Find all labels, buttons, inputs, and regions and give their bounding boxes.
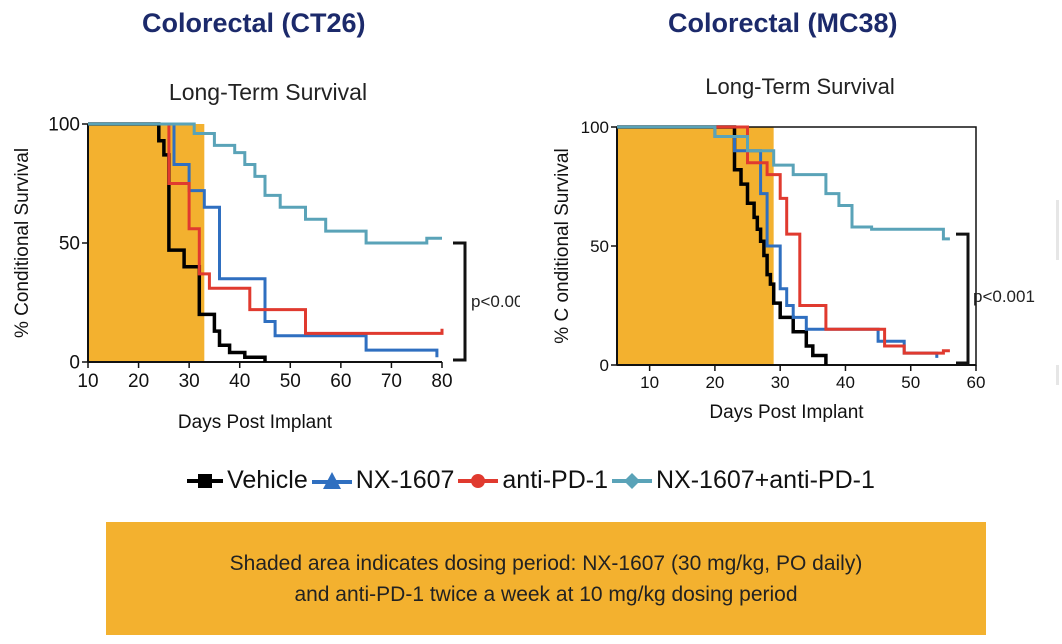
panel-title-mc38: Colorectal (MC38) <box>668 8 898 38</box>
y-tick-label: 0 <box>600 356 609 375</box>
legend-item-nx1607: NX-1607 <box>311 466 455 495</box>
y-tick-label: 0 <box>69 353 80 374</box>
x-tick-label: 60 <box>330 371 351 392</box>
x-tick-label: 50 <box>901 373 920 392</box>
x-tick-label: 40 <box>836 373 855 392</box>
nx1607-triangle-marker-icon <box>311 471 352 489</box>
p-value-label: p<0.0001 <box>471 292 520 311</box>
right-edge-divider-lower <box>1056 365 1059 385</box>
y-tick-label: 50 <box>590 237 609 256</box>
x-tick-label: 80 <box>431 371 452 392</box>
chart-mc38: Long-Term Survival 10 20 30 40 50 60 0 50 100 Days… <box>552 74 1035 423</box>
series-line-nx-1607 <box>617 125 939 358</box>
right-edge-divider <box>1056 200 1059 260</box>
dosing-period-shade <box>617 127 774 365</box>
series-line-anti-pd-1 <box>88 122 444 335</box>
significance-bracket <box>453 241 467 362</box>
significance-bracket <box>956 232 970 365</box>
x-tick-label: 30 <box>771 373 790 392</box>
legend-label-nx1607: NX-1607 <box>355 466 455 494</box>
x-tick-label: 10 <box>640 373 659 392</box>
x-axis-label: Days Post Implant <box>709 402 864 423</box>
dosing-note-box: Shaded area indicates dosing period: NX-… <box>106 522 986 635</box>
p-value-label: p<0.001 <box>973 287 1035 306</box>
legend-label-combo: NX-1607+anti-PD-1 <box>656 466 875 494</box>
x-tick-label: 20 <box>128 371 149 392</box>
y-tick-label: 100 <box>581 118 609 137</box>
x-tick-label: 10 <box>77 371 98 392</box>
antipd1-circle-marker-icon <box>458 473 499 488</box>
x-tick-label: 70 <box>381 371 402 392</box>
legend-item-antipd1: anti-PD-1 <box>458 466 608 495</box>
legend-label-vehicle: Vehicle <box>227 466 308 494</box>
legend-label-antipd1: anti-PD-1 <box>502 466 608 494</box>
dosing-period-shade <box>88 124 205 362</box>
series-line-nx-1607 <box>88 122 439 358</box>
x-tick-label: 60 <box>967 373 986 392</box>
dosing-note-line-2: and anti-PD-1 twice a week at 10 mg/kg d… <box>294 582 798 606</box>
chart-title: Long-Term Survival <box>169 79 367 105</box>
series-line-nx-1607-anti-pd-1 <box>88 122 442 245</box>
legend: Vehicle NX-1607 anti-PD-1 NX-1607+anti-P… <box>0 466 1062 495</box>
legend-item-combo: NX-1607+anti-PD-1 <box>612 466 875 495</box>
chart-ct26: Long-Term Survival 10 20 30 40 50 60 70 80 0 50 100… <box>12 79 520 433</box>
y-tick-label: 50 <box>59 234 80 255</box>
series-line-anti-pd-1 <box>617 125 950 355</box>
x-tick-label: 30 <box>179 371 200 392</box>
chart-title: Long-Term Survival <box>705 74 895 99</box>
vehicle-square-marker-icon <box>187 473 224 488</box>
x-axis-label: Days Post Implant <box>178 412 333 433</box>
y-tick-label: 100 <box>48 115 80 136</box>
x-tick-label: 40 <box>229 371 250 392</box>
series-line-nx-1607-anti-pd-1 <box>617 125 950 241</box>
y-axis-label: % Conditional Survival <box>12 148 33 338</box>
combo-diamond-marker-icon <box>612 472 652 489</box>
panel-title-ct26: Colorectal (CT26) <box>142 8 366 38</box>
y-axis-label: % C onditional Survival <box>552 148 573 343</box>
dosing-note-line-1: Shaded area indicates dosing period: NX-… <box>229 551 863 575</box>
series-line-vehicle <box>617 125 828 365</box>
legend-item-vehicle: Vehicle <box>187 466 308 495</box>
x-tick-label: 20 <box>705 373 724 392</box>
series-line-vehicle <box>88 122 267 362</box>
x-tick-label: 50 <box>280 371 301 392</box>
